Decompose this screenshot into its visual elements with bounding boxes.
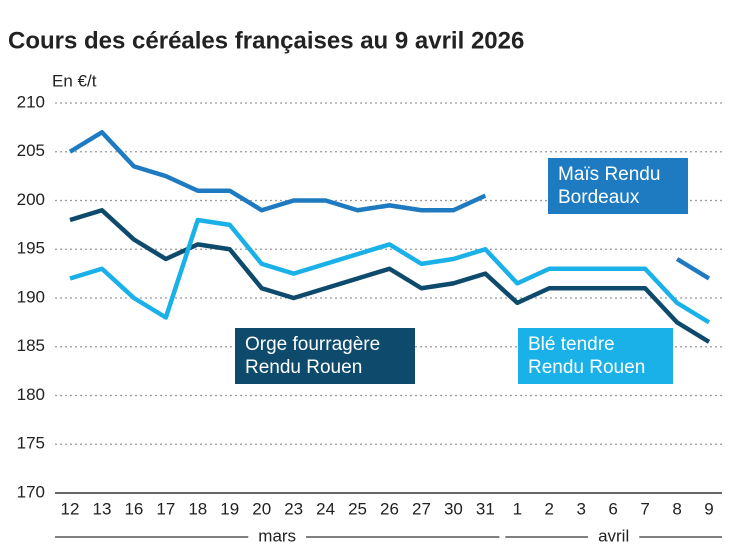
x-tick-label: 30 [444, 499, 463, 518]
chart-title: Cours des céréales françaises au 9 avril… [8, 27, 524, 54]
series-line [68, 130, 711, 281]
y-tick-label: 185 [17, 336, 45, 355]
y-tick-label: 210 [17, 92, 45, 111]
x-tick-label: 6 [608, 499, 617, 518]
x-tick-label: 12 [61, 499, 80, 518]
y-tick-label: 195 [17, 239, 45, 258]
x-tick-label: 25 [348, 499, 367, 518]
x-tick-label: 2 [545, 499, 554, 518]
series-label: Maïs Rendu Bordeaux [548, 158, 688, 214]
series-label: Blé tendre Rendu Rouen [518, 328, 673, 384]
series-line [69, 217, 711, 325]
x-tick-label: 9 [704, 499, 713, 518]
x-tick-label: 24 [316, 499, 335, 518]
x-tick-label: 19 [220, 499, 239, 518]
x-tick-label: 1 [513, 499, 522, 518]
y-tick-label: 200 [17, 190, 45, 209]
x-tick-label: 26 [380, 499, 399, 518]
y-tick-label: 175 [17, 434, 45, 453]
group-label: mars [258, 526, 296, 545]
y-axis-label: En €/t [52, 71, 97, 90]
x-tick-label: 17 [156, 499, 175, 518]
y-tick-label: 170 [17, 482, 45, 501]
series-label: Orge fourragère Rendu Rouen [235, 328, 415, 384]
y-tick-label: 205 [17, 141, 45, 160]
x-tick-label: 8 [672, 499, 681, 518]
y-tick-label: 190 [17, 287, 45, 306]
x-tick-label: 16 [124, 499, 143, 518]
x-tick-label: 27 [412, 499, 431, 518]
x-tick-label: 18 [188, 499, 207, 518]
x-tick-label: 20 [252, 499, 271, 518]
y-tick-label: 180 [17, 385, 45, 404]
group-label: avril [598, 526, 629, 545]
x-tick-label: 31 [476, 499, 495, 518]
series-line [69, 208, 711, 344]
x-tick-label: 3 [576, 499, 585, 518]
x-tick-label: 7 [640, 499, 649, 518]
x-tick-label: 23 [284, 499, 303, 518]
x-tick-label: 13 [92, 499, 111, 518]
